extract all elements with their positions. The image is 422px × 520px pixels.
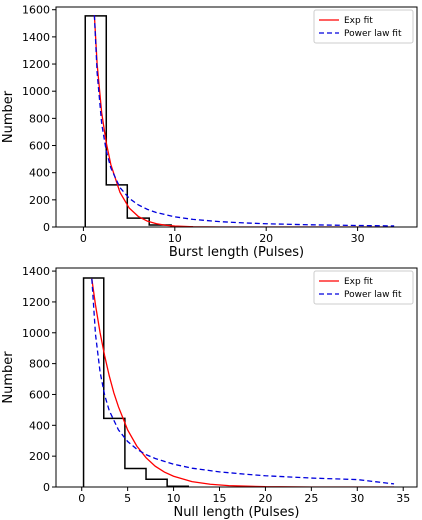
y-tick-label: 1200 [22, 296, 50, 309]
y-tick-label: 1200 [22, 58, 50, 71]
legend-exp-label: Exp fit [344, 16, 373, 26]
y-tick-label: 800 [29, 358, 50, 371]
legend: Exp fit Power law fit [313, 270, 414, 305]
y-tick-label: 0 [43, 481, 50, 494]
exp-fit-line [93, 15, 395, 227]
y-tick-label: 0 [43, 221, 50, 234]
y-tick-label: 1400 [22, 265, 50, 278]
legend-exp-label: Exp fit [344, 277, 373, 287]
y-axis-label: Number [1, 90, 16, 143]
y-tick-label: 400 [29, 167, 50, 180]
y-tick-label: 400 [29, 419, 50, 432]
x-axis-label: Null length (Pulses) [173, 505, 299, 520]
null-length-panel: 0 5 10 15 20 25 30 35 0 200 400 600 800 1000 1200 1400 N… [1, 265, 418, 520]
power-law-fit-line [93, 15, 395, 227]
legend-power-label: Power law fit [344, 290, 402, 300]
y-tick-label: 1000 [22, 85, 50, 98]
plot-frame [55, 6, 418, 228]
x-tick-label: 0 [80, 232, 87, 245]
x-axis-label: Burst length (Pulses) [169, 245, 304, 260]
x-tick-label: 25 [304, 492, 318, 505]
y-tick-label: 1000 [22, 327, 50, 340]
legend-box [313, 270, 414, 305]
x-tick-label: 30 [351, 232, 365, 245]
x-tick-label: 35 [396, 492, 410, 505]
y-axis-label: Number [1, 351, 16, 404]
x-tick-label: 0 [78, 492, 85, 505]
x-tick-label: 10 [167, 492, 181, 505]
legend-power-label: Power law fit [344, 29, 402, 39]
y-tick-label: 600 [29, 140, 50, 153]
x-tick-label: 5 [124, 492, 131, 505]
x-tick-label: 30 [350, 492, 364, 505]
y-tick-label: 200 [29, 194, 50, 207]
y-tick-label: 200 [29, 450, 50, 463]
plot-frame [55, 267, 418, 488]
y-tick-label: 600 [29, 388, 50, 401]
power-law-fit-line [91, 278, 395, 485]
burst-length-panel: 0 10 20 30 0 200 400 600 800 1000 1200 1400 1600 Burs… [1, 4, 418, 260]
histogram-outline [82, 277, 190, 487]
y-tick-label: 1600 [22, 4, 50, 17]
x-tick-label: 20 [259, 232, 273, 245]
y-tick-label: 1400 [22, 31, 50, 44]
legend-box [313, 9, 414, 44]
y-tick-label: 800 [29, 112, 50, 125]
x-tick-label: 10 [168, 232, 182, 245]
x-tick-label: 15 [213, 492, 227, 505]
legend: Exp fit Power law fit [313, 9, 414, 44]
x-tick-label: 20 [258, 492, 272, 505]
